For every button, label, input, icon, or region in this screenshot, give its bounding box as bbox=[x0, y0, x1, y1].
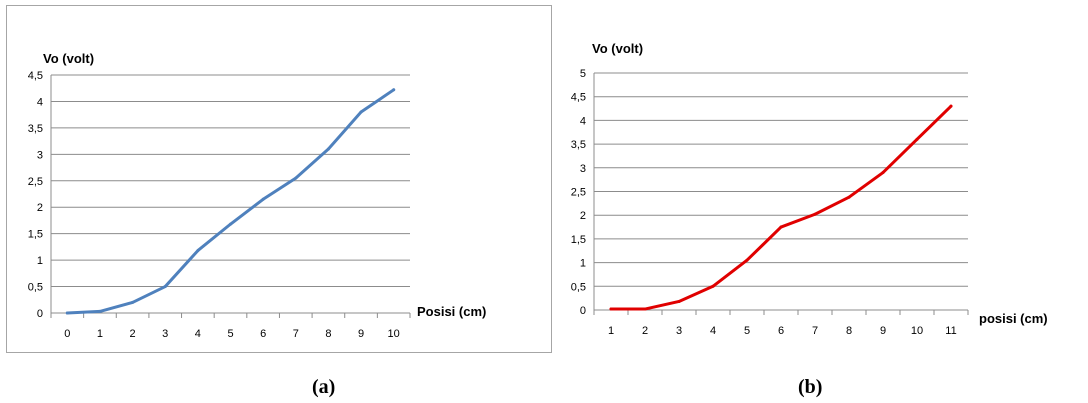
data-point bbox=[745, 258, 749, 262]
x-axis-title: posisi (cm) bbox=[979, 311, 1048, 326]
x-tick-label: 3 bbox=[676, 325, 682, 337]
x-tick-label: 8 bbox=[846, 325, 852, 337]
data-point bbox=[677, 299, 681, 303]
data-point bbox=[359, 110, 363, 114]
y-tick-label: 1,5 bbox=[571, 234, 586, 246]
x-tick-label: 9 bbox=[358, 328, 364, 340]
chart-b: 0 0,5 1 1,5 2 2,5 3 3,5 4 4,5 5 1 2 3 4 5 6 7 8 9 10 11 Vo (vo… bbox=[571, 41, 1048, 337]
y-tick-label: 1,5 bbox=[28, 229, 43, 241]
series-line bbox=[65, 88, 396, 315]
y-tick-label: 2 bbox=[37, 202, 43, 214]
x-tick-label: 3 bbox=[162, 328, 168, 340]
y-tick-label: 4 bbox=[580, 115, 586, 127]
y-axis-title: Vo (volt) bbox=[592, 41, 643, 56]
data-point bbox=[949, 104, 953, 108]
data-point bbox=[98, 309, 102, 313]
data-point bbox=[392, 88, 396, 92]
data-point bbox=[847, 195, 851, 199]
x-tick-label: 7 bbox=[293, 328, 299, 340]
x-tick-label: 2 bbox=[642, 325, 648, 337]
data-point bbox=[711, 284, 715, 288]
data-point bbox=[294, 176, 298, 180]
x-tick-label: 10 bbox=[911, 325, 923, 337]
y-tick-label: 4,5 bbox=[571, 92, 586, 104]
x-tick-label: 1 bbox=[97, 328, 103, 340]
data-point bbox=[881, 171, 885, 175]
x-tick-label: 7 bbox=[812, 325, 818, 337]
y-tick-label: 0,5 bbox=[28, 282, 43, 294]
data-point bbox=[813, 212, 817, 216]
x-tick-label: 6 bbox=[260, 328, 266, 340]
data-point bbox=[65, 311, 69, 315]
y-tick-label: 3 bbox=[37, 149, 43, 161]
y-tick-label: 4 bbox=[37, 96, 43, 108]
x-tick-label: 1 bbox=[608, 325, 614, 337]
y-tick-label: 4,5 bbox=[28, 70, 43, 82]
y-axis-title: Vo (volt) bbox=[43, 51, 94, 66]
data-point bbox=[609, 307, 613, 311]
y-tick-label: 5 bbox=[580, 68, 586, 80]
y-tick-label: 3,5 bbox=[28, 123, 43, 135]
y-tick-label: 1 bbox=[37, 255, 43, 267]
y-tick-label: 1 bbox=[580, 258, 586, 270]
x-tick-label: 5 bbox=[744, 325, 750, 337]
x-axis-title: Posisi (cm) bbox=[417, 304, 486, 319]
chart-a: 0 0,5 1 1,5 2 2,5 3 3,5 4 4,5 0 1 2 3 4 5 6 7 8 9 10 Vo (volt… bbox=[28, 51, 487, 340]
x-tick-label: 0 bbox=[64, 328, 70, 340]
x-tick-label: 11 bbox=[945, 325, 956, 337]
y-tick-label: 2,5 bbox=[28, 176, 43, 188]
x-tick-label: 6 bbox=[778, 325, 784, 337]
x-tick-label: 4 bbox=[195, 328, 201, 340]
x-tick-label: 4 bbox=[710, 325, 716, 337]
series-line bbox=[609, 104, 953, 311]
y-tick-label: 3,5 bbox=[571, 139, 586, 151]
y-tick-label: 0 bbox=[580, 305, 586, 317]
y-tick-label: 2 bbox=[580, 210, 586, 222]
data-point bbox=[779, 225, 783, 229]
data-point bbox=[131, 300, 135, 304]
caption-a: (a) bbox=[312, 376, 336, 398]
x-tick-label: 10 bbox=[388, 328, 400, 340]
data-point bbox=[261, 197, 265, 201]
data-point bbox=[163, 285, 167, 289]
chart-panel-a: 0 0,5 1 1,5 2 2,5 3 3,5 4 4,5 0 1 2 3 4 5 6 7 8 9 10 Vo (volt… bbox=[6, 5, 552, 353]
x-tick-label: 2 bbox=[130, 328, 136, 340]
y-tick-label: 3 bbox=[580, 163, 586, 175]
data-point bbox=[326, 147, 330, 151]
data-point bbox=[915, 137, 919, 141]
data-point bbox=[643, 307, 647, 311]
y-tick-label: 0,5 bbox=[571, 281, 586, 293]
caption-b: (b) bbox=[798, 376, 823, 398]
chart-panel-b: 0 0,5 1 1,5 2 2,5 3 3,5 4 4,5 5 1 2 3 4 5 6 7 8 9 10 11 Vo (vo… bbox=[554, 5, 1088, 353]
x-tick-label: 5 bbox=[227, 328, 233, 340]
data-point bbox=[196, 249, 200, 253]
x-tick-label: 8 bbox=[325, 328, 331, 340]
data-point bbox=[229, 222, 232, 226]
y-tick-label: 0 bbox=[37, 308, 43, 320]
x-tick-label: 9 bbox=[880, 325, 886, 337]
y-tick-label: 2,5 bbox=[571, 187, 586, 199]
